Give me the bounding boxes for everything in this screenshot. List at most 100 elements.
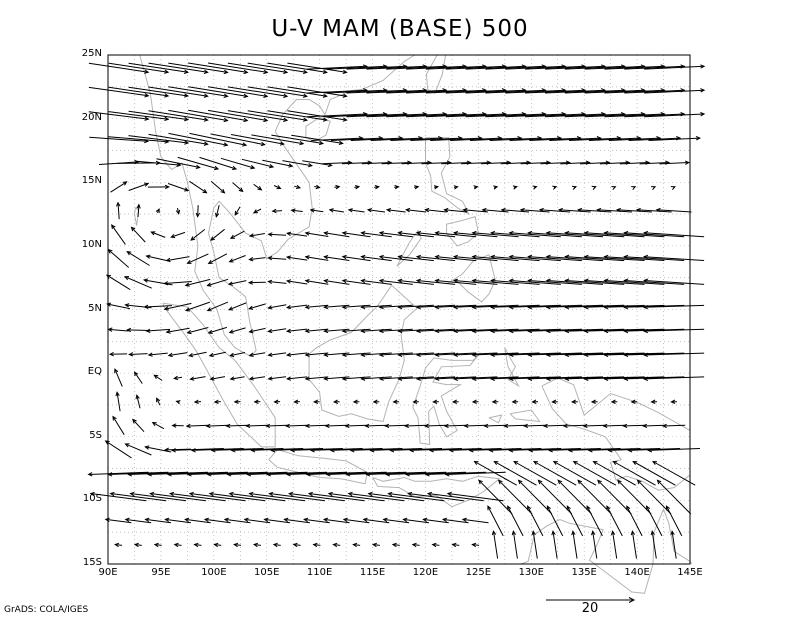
wind-vector — [415, 278, 456, 285]
wind-vector — [341, 254, 371, 262]
wind-vector — [651, 460, 696, 486]
wind-vector — [273, 185, 282, 190]
wind-vector — [342, 517, 370, 524]
wind-vector — [374, 185, 380, 190]
wind-vector — [360, 352, 392, 357]
wind-vector — [128, 86, 190, 98]
wind-vector — [88, 86, 150, 98]
wind-vector — [153, 542, 162, 548]
wind-vector — [642, 352, 705, 358]
wind-vector — [213, 399, 221, 404]
wind-vector — [471, 254, 519, 262]
wind-vector — [225, 423, 249, 429]
wind-vector — [153, 374, 163, 381]
wind-vector — [247, 110, 309, 122]
wind-vector — [546, 505, 564, 537]
wind-vector — [229, 376, 245, 381]
wind-vector — [208, 109, 269, 123]
wind-vector — [189, 132, 248, 147]
wind-vector — [378, 376, 413, 381]
x-tick-label: 135E — [571, 567, 597, 578]
wind-vector — [285, 328, 308, 334]
wind-vector — [127, 471, 189, 477]
wind-vector — [603, 328, 665, 334]
wind-vector — [503, 423, 527, 429]
wind-vector — [622, 423, 646, 429]
wind-vector — [128, 182, 150, 191]
wind-vector — [328, 208, 344, 213]
wind-vector — [229, 352, 246, 358]
wind-vector — [630, 530, 637, 559]
wind-vector — [670, 186, 676, 191]
wind-vector — [107, 327, 129, 332]
wind-vector — [360, 304, 392, 310]
wind-vector — [186, 471, 248, 477]
wind-vector — [557, 479, 592, 515]
wind-vector — [163, 281, 192, 286]
wind-vector — [271, 208, 283, 214]
wind-vector — [552, 185, 558, 190]
wind-vector — [636, 479, 672, 515]
wind-vector — [360, 328, 392, 334]
wind-vector — [650, 399, 658, 404]
wind-vector — [513, 460, 557, 486]
wind-vector — [583, 230, 645, 238]
wind-vector — [508, 278, 561, 285]
wind-vector — [284, 423, 309, 429]
wind-vector — [165, 256, 190, 263]
wind-vector — [384, 423, 408, 429]
coastline — [139, 54, 416, 358]
wind-vector — [397, 304, 434, 310]
wind-vector — [378, 328, 413, 334]
wind-vector — [156, 397, 161, 406]
wind-vector — [227, 86, 289, 98]
reference-vector-label: 20 — [581, 601, 599, 616]
wind-vector — [366, 208, 386, 213]
wind-vector — [304, 304, 329, 310]
wind-vector — [223, 517, 251, 524]
wind-vector — [164, 517, 191, 524]
wind-vector — [323, 278, 350, 285]
wind-vector — [571, 185, 578, 190]
wind-vector — [126, 251, 150, 266]
wind-vector — [507, 505, 524, 537]
wind-vector — [564, 352, 625, 358]
wind-vector — [527, 328, 582, 334]
wind-vector — [606, 505, 623, 537]
wind-vector — [623, 278, 685, 285]
wind-vector — [193, 399, 202, 404]
wind-vector — [128, 352, 148, 357]
coastline — [446, 215, 479, 247]
wind-vector — [148, 110, 209, 122]
wind-vector — [557, 207, 591, 213]
y-tick-label: 20N — [81, 111, 102, 123]
wind-vector — [453, 185, 459, 190]
wind-vector — [304, 376, 329, 381]
wind-vector — [451, 542, 460, 548]
coastline — [446, 254, 496, 303]
wind-vector — [586, 505, 603, 537]
wind-vector — [545, 328, 604, 334]
wind-vector — [411, 542, 420, 548]
wind-vector — [471, 304, 519, 310]
wind-vector — [626, 505, 643, 537]
wind-vector — [184, 278, 211, 287]
wind-vector — [415, 376, 456, 381]
wind-vector — [545, 254, 604, 262]
wind-vector — [267, 256, 287, 261]
wind-vector — [341, 352, 371, 357]
wind-vector — [265, 423, 289, 429]
wind-vector — [387, 491, 445, 502]
coastline-layer — [133, 54, 693, 594]
wind-vector — [189, 376, 206, 381]
wind-vector — [114, 542, 123, 548]
reference-vector-arrow — [546, 597, 636, 603]
wind-vector — [471, 278, 519, 285]
wind-vector — [378, 231, 413, 238]
wind-vector — [545, 352, 604, 358]
wind-vector — [314, 184, 321, 190]
wind-vector — [630, 399, 638, 404]
wind-vector — [267, 86, 328, 98]
wind-vector — [167, 352, 188, 358]
wind-vector — [112, 415, 125, 435]
